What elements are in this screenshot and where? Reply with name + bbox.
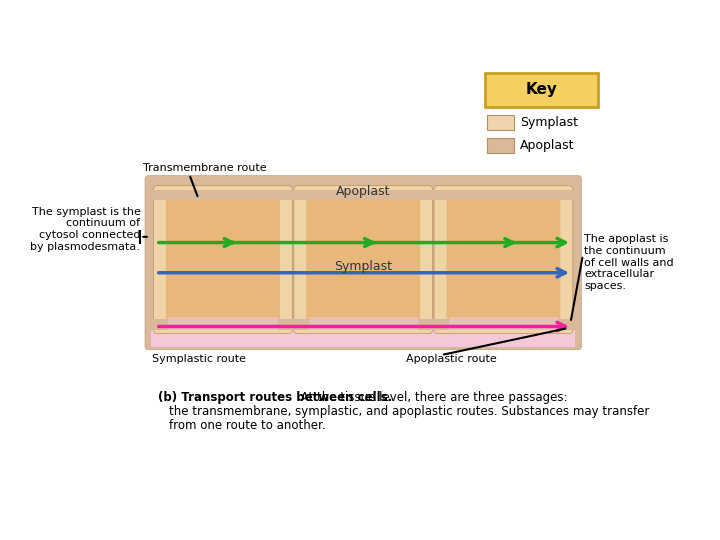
Bar <box>309 318 418 330</box>
Text: The apoplast is
the continuum
of cell walls and
extracellular
spaces.: The apoplast is the continuum of cell wa… <box>585 234 674 291</box>
Text: from one route to another.: from one route to another. <box>169 419 325 432</box>
Text: Symplast: Symplast <box>334 260 392 273</box>
Text: The symplast is the
continuum of
cytosol connected
by plasmodesmata.: The symplast is the continuum of cytosol… <box>30 207 140 252</box>
Text: (b) Transport routes between cells.: (b) Transport routes between cells. <box>158 392 392 404</box>
Text: Key: Key <box>526 82 557 97</box>
FancyBboxPatch shape <box>294 186 433 334</box>
Bar <box>148 319 578 330</box>
Text: Symplastic route: Symplastic route <box>152 354 246 364</box>
Text: Apoplast: Apoplast <box>520 139 575 152</box>
Bar <box>449 318 558 330</box>
Text: Apoplast: Apoplast <box>336 185 390 198</box>
FancyBboxPatch shape <box>434 186 573 334</box>
Bar <box>168 318 277 330</box>
Bar <box>487 115 514 130</box>
FancyBboxPatch shape <box>446 198 560 321</box>
FancyBboxPatch shape <box>485 72 598 107</box>
Bar <box>148 190 578 200</box>
Bar <box>487 138 514 153</box>
Text: Transmembrane route: Transmembrane route <box>143 163 266 173</box>
FancyBboxPatch shape <box>166 198 280 321</box>
Text: the transmembrane, symplastic, and apoplastic routes. Substances may transfer: the transmembrane, symplastic, and apopl… <box>169 405 649 418</box>
Text: At the tissue level, there are three passages:: At the tissue level, there are three pas… <box>297 392 567 404</box>
Text: Symplast: Symplast <box>520 116 578 129</box>
FancyBboxPatch shape <box>153 186 292 334</box>
Text: Apoplastic route: Apoplastic route <box>406 354 497 364</box>
FancyBboxPatch shape <box>306 198 420 321</box>
FancyBboxPatch shape <box>145 176 581 350</box>
Bar <box>151 328 575 347</box>
